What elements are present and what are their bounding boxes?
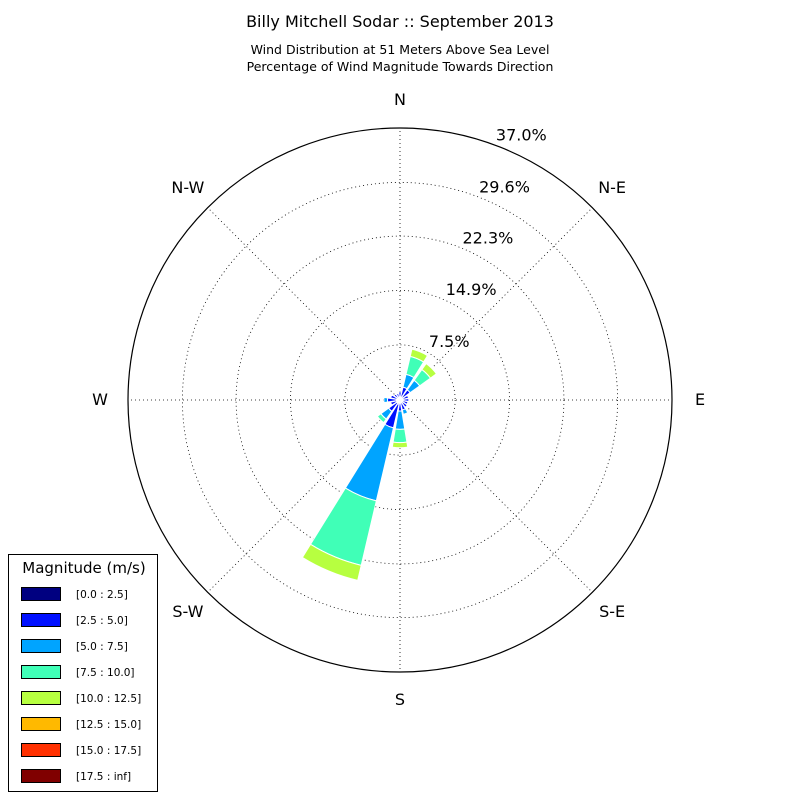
legend-swatch xyxy=(21,743,61,757)
legend-label: [12.5 : 15.0] xyxy=(76,719,142,731)
windrose-labels: N N-E E S-E S S-W W N-W 7.5% 14.9% 22.3% 29.6% 37.0% xyxy=(92,90,705,709)
legend-swatch xyxy=(21,665,61,679)
direction-label-s-e: S-E xyxy=(599,602,625,621)
wind-bar-ese-bin1 xyxy=(401,400,409,405)
wind-bar-w-bin2 xyxy=(383,396,389,404)
wind-bar-wsw-bin1 xyxy=(390,400,398,406)
wind-bar-nne-bin4 xyxy=(409,348,429,363)
grid-spoke xyxy=(207,207,401,401)
grid-spoke xyxy=(399,399,593,593)
wind-bar-nnw-bin1 xyxy=(395,392,401,399)
legend-label: [2.5 : 5.0] xyxy=(76,615,128,627)
radial-tick-label: 7.5% xyxy=(429,332,470,351)
legend-label: [7.5 : 10.0] xyxy=(76,667,135,679)
legend-swatch xyxy=(21,717,61,731)
legend: Magnitude (m/s) [0.0 : 2.5] [2.5 : 5.0] [5… xyxy=(8,554,158,792)
chart-subtitle-line1: Wind Distribution at 51 Meters Above Sea… xyxy=(250,42,550,57)
wind-bar-s-bin4 xyxy=(391,441,409,449)
chart-subtitle-line2: Percentage of Wind Magnitude Towards Dir… xyxy=(246,59,554,74)
polar-grid xyxy=(127,127,673,673)
radial-tick-label: 14.9% xyxy=(446,280,497,299)
grid-circle xyxy=(235,235,565,565)
wind-bar-ssw-bin2 xyxy=(344,423,395,502)
wind-bar-sse-bin2 xyxy=(401,408,409,415)
grid-spoke xyxy=(207,399,401,593)
direction-label-s: S xyxy=(395,690,405,709)
grid-circle xyxy=(181,181,619,619)
legend-swatch xyxy=(21,613,61,627)
legend-label: [17.5 : inf] xyxy=(76,771,132,783)
wind-bar-s-bin3 xyxy=(392,428,408,444)
direction-label-n-e: N-E xyxy=(598,178,626,197)
wind-bar-sw-bin3 xyxy=(376,413,387,424)
outer-circle xyxy=(127,127,673,673)
direction-label-e: E xyxy=(695,390,705,409)
radial-tick-label: 37.0% xyxy=(496,126,547,145)
grid-circle xyxy=(344,344,456,456)
wind-bar-ne-bin4 xyxy=(421,362,438,379)
radial-tick-label: 29.6% xyxy=(479,177,530,196)
direction-label-n: N xyxy=(394,90,406,109)
direction-label-s-w: S-W xyxy=(172,602,203,621)
wind-bar-wnw-bin1 xyxy=(390,394,399,400)
direction-label-n-w: N-W xyxy=(171,178,204,197)
wind-bar-ene-bin1 xyxy=(401,394,410,400)
grid-spoke xyxy=(399,207,593,401)
legend-label: [0.0 : 2.5] xyxy=(76,589,128,601)
legend-title: Magnitude (m/s) xyxy=(22,559,146,577)
wind-bar-nw-bin1 xyxy=(393,393,399,399)
legend-label: [15.0 : 17.5] xyxy=(76,745,142,757)
legend-swatch xyxy=(21,769,61,783)
radial-tick-label: 22.3% xyxy=(463,228,514,247)
legend-swatch xyxy=(21,691,61,705)
windrose-bars xyxy=(301,348,438,581)
direction-label-w: W xyxy=(92,390,108,409)
legend-swatch xyxy=(21,639,61,653)
legend-swatch xyxy=(21,587,61,601)
legend-label: [10.0 : 12.5] xyxy=(76,693,142,705)
wind-bar-ssw-bin4 xyxy=(301,543,362,581)
wind-bar-se-bin1 xyxy=(401,401,408,408)
legend-label: [5.0 : 7.5] xyxy=(76,641,128,653)
chart-title: Billy Mitchell Sodar :: September 2013 xyxy=(246,12,554,31)
